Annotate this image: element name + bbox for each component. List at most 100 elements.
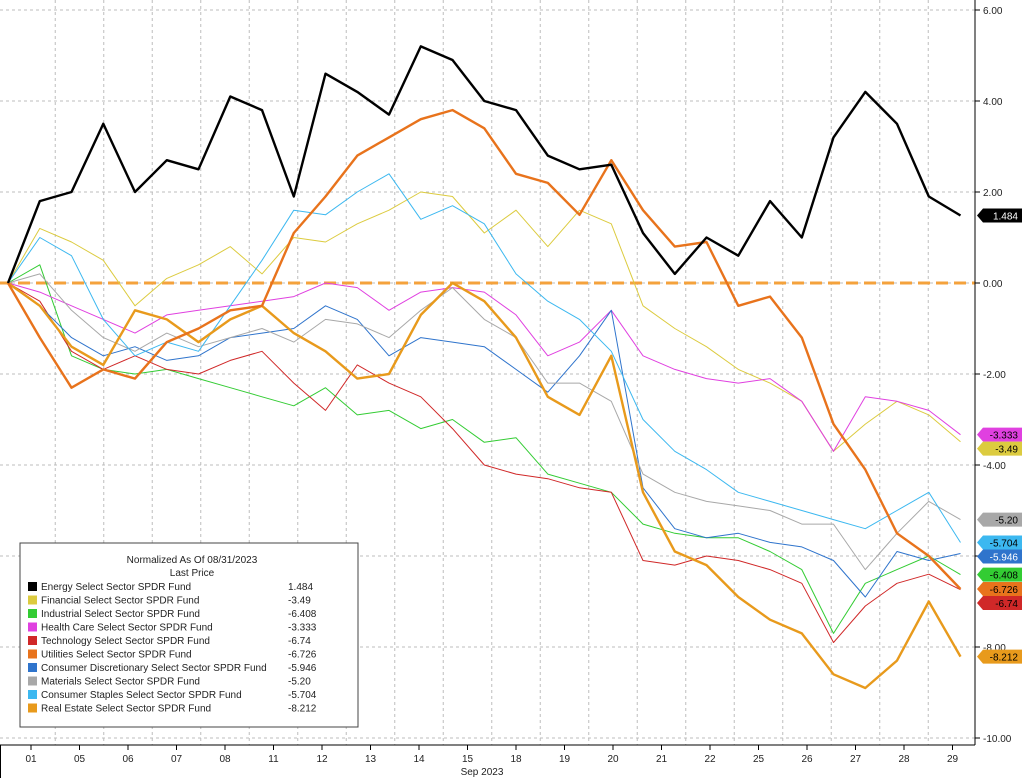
last-value-tag: -6.408 xyxy=(977,567,1022,582)
x-tick-label: 22 xyxy=(704,754,716,765)
last-value-tag-label: -3.333 xyxy=(990,431,1019,442)
last-value-tag-label: -5.20 xyxy=(995,516,1018,527)
legend-series-value: -6.74 xyxy=(288,636,311,647)
legend-series-value: -6.408 xyxy=(288,609,317,620)
legend-swatch xyxy=(28,663,37,672)
legend-swatch xyxy=(28,609,37,618)
last-value-tag-shape xyxy=(977,549,1022,564)
legend-row: Industrial Select Sector SPDR Fund -6.408 xyxy=(28,609,317,620)
x-tick-label: 11 xyxy=(268,754,279,765)
last-value-tag-shape xyxy=(977,596,1022,611)
legend-series-name: Financial Select Sector SPDR Fund xyxy=(41,596,199,607)
legend-row: Technology Select Sector SPDR Fund -6.74 xyxy=(28,636,311,647)
x-tick-label: 25 xyxy=(753,754,765,765)
legend-row: Consumer Staples Select Sector SPDR Fund… xyxy=(28,690,317,701)
legend-swatch xyxy=(28,582,37,591)
last-value-tag: -3.333 xyxy=(977,427,1022,442)
legend-series-name: Energy Select Sector SPDR Fund xyxy=(41,582,191,593)
legend-row: Real Estate Select Sector SPDR Fund -8.21… xyxy=(28,703,317,715)
legend-row: Health Care Select Sector SPDR Fund -3.33… xyxy=(28,622,317,634)
last-value-tag-label: -8.212 xyxy=(990,653,1019,664)
legend-box xyxy=(19,542,359,728)
legend-series-value: -5.946 xyxy=(288,663,317,674)
legend-series-value: -6.726 xyxy=(288,650,317,661)
legend-series-name: Industrial Select Sector SPDR Fund xyxy=(41,609,200,620)
last-value-tag-shape xyxy=(977,649,1022,664)
legend-series-value: -3.49 xyxy=(288,596,311,607)
y-tick-label: 0.00 xyxy=(983,279,1003,290)
legend-series-name: Health Care Select Sector SPDR Fund xyxy=(41,623,213,634)
last-value-tag: -5.946 xyxy=(977,549,1022,564)
x-tick-label: 08 xyxy=(219,754,231,765)
legend-series-value: -5.704 xyxy=(288,690,317,701)
legend-row: Materials Select Sector SPDR Fund -5.20 xyxy=(28,676,311,688)
legend-series-value: -8.212 xyxy=(288,704,317,715)
legend-title: Normalized As Of 08/31/2023 xyxy=(127,555,258,566)
legend-series-value: -3.333 xyxy=(288,623,317,634)
x-tick-label: 15 xyxy=(462,754,474,765)
legend-rows: Energy Select Sector SPDR Fund 1.484 Finan… xyxy=(28,582,317,715)
x-tick-label: 29 xyxy=(947,754,959,765)
legend-row: Utilities Select Sector SPDR Fund -6.726 xyxy=(28,649,317,661)
x-tick-label: 12 xyxy=(316,754,328,765)
x-tick-label: 13 xyxy=(365,754,377,765)
legend-swatch xyxy=(28,595,37,605)
x-tick-label: 27 xyxy=(850,754,862,765)
legend-swatch xyxy=(28,636,37,645)
last-value-tag: -5.704 xyxy=(977,535,1022,550)
y-tick-label: -10.00 xyxy=(983,734,1012,745)
legend-swatch xyxy=(28,622,37,632)
x-tick-label: 20 xyxy=(607,754,619,765)
last-value-tag: -3.49 xyxy=(977,441,1022,456)
series-lines xyxy=(6,45,962,690)
last-value-tag-label: -5.946 xyxy=(990,553,1019,564)
x-tick-label: 18 xyxy=(510,754,522,765)
last-value-tag-label: -6.408 xyxy=(990,571,1019,582)
last-value-tag: 1.484 xyxy=(977,208,1022,223)
y-tick-label: 4.00 xyxy=(983,97,1003,108)
x-tick-label: 21 xyxy=(656,754,668,765)
legend-series-name: Utilities Select Sector SPDR Fund xyxy=(41,650,192,661)
x-tick-label: 19 xyxy=(559,754,571,765)
x-tick-label: 06 xyxy=(122,754,134,765)
y-tick-label: 6.00 xyxy=(983,6,1003,17)
series-line-9 xyxy=(7,281,962,690)
x-tick-label: 01 xyxy=(25,754,37,765)
series-line-6 xyxy=(7,282,961,598)
y-tick-label: -2.00 xyxy=(983,370,1006,381)
legend-row: Consumer Discretionary Select Sector SPD… xyxy=(28,663,317,674)
x-tick-label: 14 xyxy=(413,754,425,765)
series-line-7 xyxy=(7,273,961,571)
legend-series-name: Real Estate Select Sector SPDR Fund xyxy=(41,704,211,715)
last-value-tag-label: 1.484 xyxy=(993,211,1018,222)
x-axis-title: Sep 2023 xyxy=(461,767,504,778)
last-value-tag-shape xyxy=(977,512,1022,527)
axes xyxy=(0,0,976,778)
legend-swatch xyxy=(28,649,37,659)
x-tick-label: 28 xyxy=(898,754,910,765)
last-value-tag-shape xyxy=(977,535,1022,550)
x-tick-label: 26 xyxy=(801,754,813,765)
legend-swatch xyxy=(28,676,37,686)
last-value-tag: -5.20 xyxy=(977,512,1022,527)
last-value-tags: 1.484 -3.333 -3.49 -5.20 -5.704 -5.946 -6.408 -… xyxy=(977,208,1022,664)
last-value-tag-shape xyxy=(977,208,1022,223)
last-value-tag-shape xyxy=(977,582,1022,597)
last-value-tag-label: -6.726 xyxy=(990,585,1019,596)
legend-row: Energy Select Sector SPDR Fund 1.484 xyxy=(28,582,313,593)
last-value-tag-shape xyxy=(977,427,1022,442)
series-line-4 xyxy=(7,282,961,643)
series-line-3 xyxy=(7,282,961,452)
x-tick-label: 05 xyxy=(74,754,86,765)
y-tick-label: -4.00 xyxy=(983,461,1006,472)
legend-series-name: Consumer Staples Select Sector SPDR Fund xyxy=(41,690,242,701)
last-value-tag: -6.726 xyxy=(977,582,1022,597)
last-value-tag-label: -3.49 xyxy=(995,445,1018,456)
legend-series-name: Consumer Discretionary Select Sector SPD… xyxy=(41,663,267,674)
legend-series-name: Technology Select Sector SPDR Fund xyxy=(41,636,210,647)
legend-subtitle: Last Price xyxy=(170,568,215,579)
legend-swatch xyxy=(28,690,37,699)
last-value-tag-shape xyxy=(977,441,1022,456)
last-value-tag-label: -6.74 xyxy=(995,599,1018,610)
x-axis-ticks: 01 05 06 07 08 11 12 13 14 15 18 19 20 21 22 25 26 27 28 29 xyxy=(25,745,958,765)
